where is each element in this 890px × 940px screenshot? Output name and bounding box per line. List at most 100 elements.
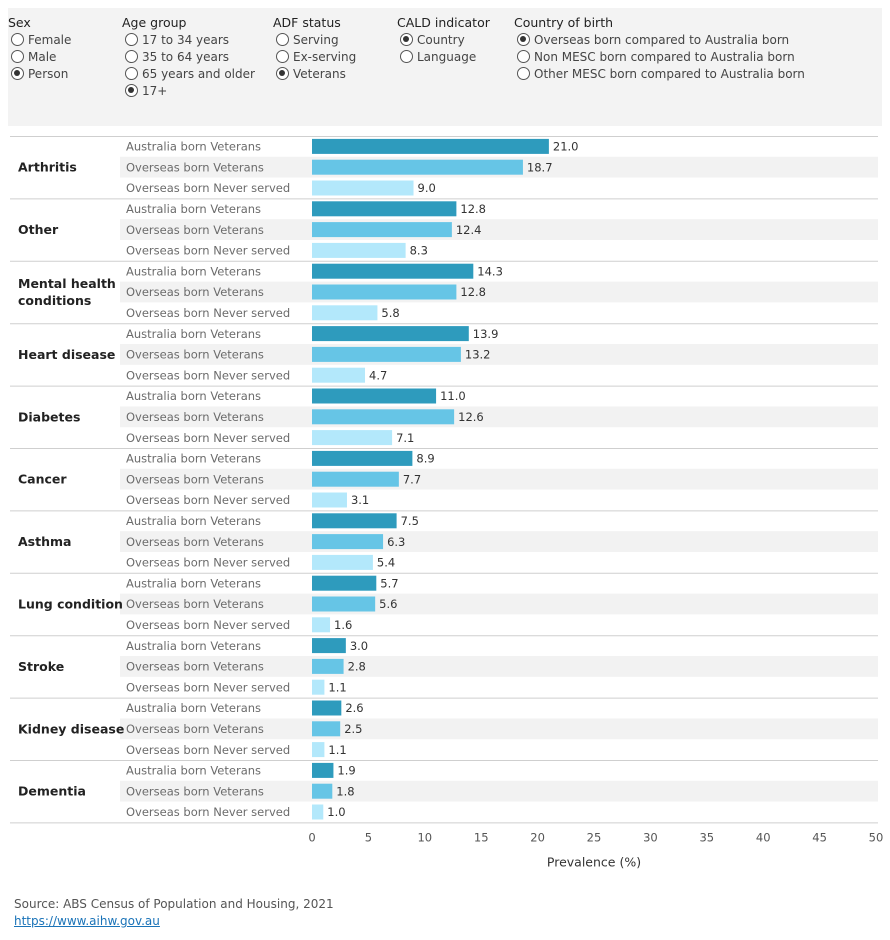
bar-cancer-overseas-born-never-served (312, 492, 347, 508)
data-label: 5.7 (380, 576, 398, 590)
x-tick-label: 0 (308, 830, 315, 844)
bar-mental-health-conditions-overseas-born-never-served (312, 305, 378, 321)
bar-other-overseas-born-never-served (312, 242, 406, 258)
bar-dementia-overseas-born-veterans (312, 783, 333, 799)
data-label: 1.1 (328, 743, 346, 757)
filter-option-17[interactable]: 17+ (122, 82, 255, 99)
filter-sex: Sex Female Male Person (8, 14, 71, 82)
data-label: 11.0 (440, 389, 466, 403)
radio-button-icon[interactable] (517, 33, 530, 46)
series-label: Overseas born Veterans (126, 223, 264, 237)
filter-option-label: Overseas born compared to Australia born (534, 32, 790, 47)
radio-button-icon[interactable] (400, 33, 413, 46)
bar-other-overseas-born-veterans (312, 222, 452, 238)
data-label: 6.3 (387, 535, 405, 549)
filter-option-non-mesc-born-compared-to-australia-born[interactable]: Non MESC born compared to Australia born (514, 48, 805, 65)
radio-button-icon[interactable] (276, 50, 289, 63)
radio-button-icon[interactable] (517, 67, 530, 80)
radio-button-icon[interactable] (276, 67, 289, 80)
series-label: Overseas born Never served (126, 493, 290, 507)
bar-diabetes-australia-born-veterans (312, 388, 437, 404)
filter-option-label: Male (28, 49, 57, 64)
filter-option-label: 65 years and older (142, 66, 255, 81)
bar-asthma-overseas-born-veterans (312, 534, 384, 550)
filter-option-label: Female (28, 32, 72, 47)
filter-option-serving[interactable]: Serving (273, 31, 356, 48)
series-label: Overseas born Veterans (126, 535, 264, 549)
row-band (120, 718, 878, 740)
row-band (120, 281, 878, 303)
bar-arthritis-overseas-born-veterans (312, 159, 523, 175)
source-text: Source: ABS Census of Population and Hou… (14, 897, 334, 911)
radio-button-icon[interactable] (276, 33, 289, 46)
radio-button-icon[interactable] (125, 84, 138, 97)
row-band (120, 468, 878, 490)
radio-button-icon[interactable] (125, 50, 138, 63)
filter-option-female[interactable]: Female (8, 31, 71, 48)
x-tick-label: 10 (417, 830, 432, 844)
radio-button-icon[interactable] (125, 33, 138, 46)
data-label: 1.8 (336, 784, 354, 798)
series-label: Overseas born Veterans (126, 160, 264, 174)
bar-diabetes-overseas-born-never-served (312, 430, 393, 446)
bar-diabetes-overseas-born-veterans (312, 409, 455, 425)
series-label: Overseas born Veterans (126, 348, 264, 362)
data-label: 2.5 (344, 722, 362, 736)
filter-country-of-birth: Country of birth Overseas born compared t… (514, 14, 805, 82)
data-label: 14.3 (477, 264, 503, 278)
radio-button-icon[interactable] (11, 67, 24, 80)
filter-option-label: 35 to 64 years (142, 49, 230, 64)
bar-heart-disease-australia-born-veterans (312, 326, 469, 342)
x-tick-label: 45 (812, 830, 827, 844)
bar-cancer-australia-born-veterans (312, 450, 413, 466)
filter-option-overseas-born-compared-to-australia-born[interactable]: Overseas born compared to Australia born (514, 31, 805, 48)
filter-option-35-to-64-years[interactable]: 35 to 64 years (122, 48, 255, 65)
row-band (120, 593, 878, 615)
bar-stroke-overseas-born-veterans (312, 658, 344, 674)
series-label: Overseas born Veterans (126, 784, 264, 798)
filter-option-veterans[interactable]: Veterans (273, 65, 356, 82)
data-label: 1.0 (327, 805, 345, 819)
x-tick-label: 5 (365, 830, 372, 844)
condition-label-asthma: Asthma (18, 534, 71, 549)
bar-lung-condition-australia-born-veterans (312, 575, 377, 591)
filter-option-other-mesc-born-compared-to-australia-born[interactable]: Other MESC born compared to Australia bo… (514, 65, 805, 82)
filter-option-person[interactable]: Person (8, 65, 71, 82)
radio-button-icon[interactable] (11, 33, 24, 46)
data-label: 5.8 (381, 306, 399, 320)
x-tick-label: 15 (474, 830, 489, 844)
series-label: Australia born Veterans (126, 639, 261, 653)
x-tick-label: 30 (643, 830, 658, 844)
series-label: Overseas born Veterans (126, 722, 264, 736)
filter-option-17-to-34-years[interactable]: 17 to 34 years (122, 31, 255, 48)
condition-label-heart-disease: Heart disease (18, 347, 115, 362)
radio-button-icon[interactable] (517, 50, 530, 63)
condition-label-mental-health-conditions: Mental health conditions (18, 276, 116, 308)
x-tick-label: 25 (587, 830, 602, 844)
filter-cald-indicator: CALD indicator Country Language (397, 14, 490, 65)
bar-kidney-disease-overseas-born-veterans (312, 721, 341, 737)
filter-option-ex-serving[interactable]: Ex-serving (273, 48, 356, 65)
filter-option-country[interactable]: Country (397, 31, 490, 48)
series-label: Australia born Veterans (126, 389, 261, 403)
source-link[interactable]: https://www.aihw.gov.au (14, 914, 160, 928)
x-tick-label: 35 (699, 830, 714, 844)
radio-button-icon[interactable] (11, 50, 24, 63)
x-axis-title: Prevalence (%) (547, 854, 641, 869)
bar-asthma-australia-born-veterans (312, 513, 397, 529)
filter-option-male[interactable]: Male (8, 48, 71, 65)
filter-option-language[interactable]: Language (397, 48, 490, 65)
series-label: Overseas born Veterans (126, 472, 264, 486)
condition-label-cancer: Cancer (18, 472, 67, 487)
source-note: Source: ABS Census of Population and Hou… (14, 896, 334, 930)
radio-button-icon[interactable] (400, 50, 413, 63)
data-label: 3.0 (350, 639, 368, 653)
series-label: Overseas born Never served (126, 368, 290, 382)
filter-option-label: Person (28, 66, 69, 81)
bar-dementia-australia-born-veterans (312, 762, 334, 778)
data-label: 2.6 (345, 701, 363, 715)
radio-button-icon[interactable] (125, 67, 138, 80)
filter-option-65-years-and-older[interactable]: 65 years and older (122, 65, 255, 82)
series-label: Australia born Veterans (126, 140, 261, 154)
data-label: 1.1 (328, 680, 346, 694)
